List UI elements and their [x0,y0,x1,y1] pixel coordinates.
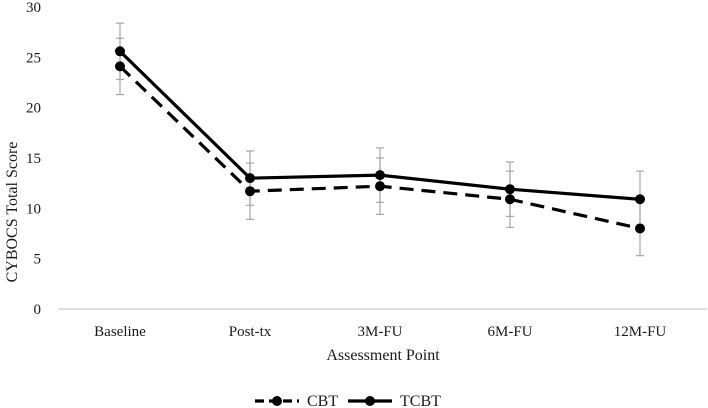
legend-item-tcbt: TCBT [348,393,441,408]
data-point-tcbt [115,46,125,57]
x-tick-label: 3M-FU [357,324,402,340]
data-point-tcbt [375,170,385,181]
x-tick-label: 6M-FU [487,324,532,340]
y-axis-title: CYBOCS Total Score [4,142,21,283]
legend-item-cbt: CBT [255,393,338,408]
y-axis-tick-labels: 0 5 10 15 20 25 30 [26,0,41,318]
y-tick-label: 0 [34,302,42,318]
legend-marker-cbt [272,396,282,406]
y-tick-label: 15 [26,151,41,167]
x-axis-tick-labels: Baseline Post-tx 3M-FU 6M-FU 12M-FU [94,324,666,340]
data-point-cbt [505,194,515,205]
y-tick-label: 25 [26,50,41,66]
x-tick-label: 12M-FU [614,324,667,340]
data-point-tcbt [245,173,255,184]
x-axis-title: Assessment Point [326,347,440,364]
data-point-tcbt [505,184,515,195]
x-tick-label: Baseline [94,324,146,340]
legend: CBT TCBT [255,393,441,408]
y-tick-label: 10 [26,201,41,217]
legend-marker-tcbt [365,396,375,406]
data-point-cbt [245,186,255,197]
data-point-cbt [635,223,645,234]
legend-label-tcbt: TCBT [400,393,441,408]
y-tick-label: 30 [26,0,41,16]
data-point-cbt [115,61,125,72]
data-point-tcbt [635,194,645,205]
data-point-cbt [375,181,385,192]
y-tick-label: 5 [34,252,42,268]
series-points [115,46,645,234]
error-bars [116,22,644,257]
legend-label-cbt: CBT [307,393,338,408]
x-tick-label: Post-tx [229,324,272,340]
y-tick-label: 20 [26,101,41,117]
